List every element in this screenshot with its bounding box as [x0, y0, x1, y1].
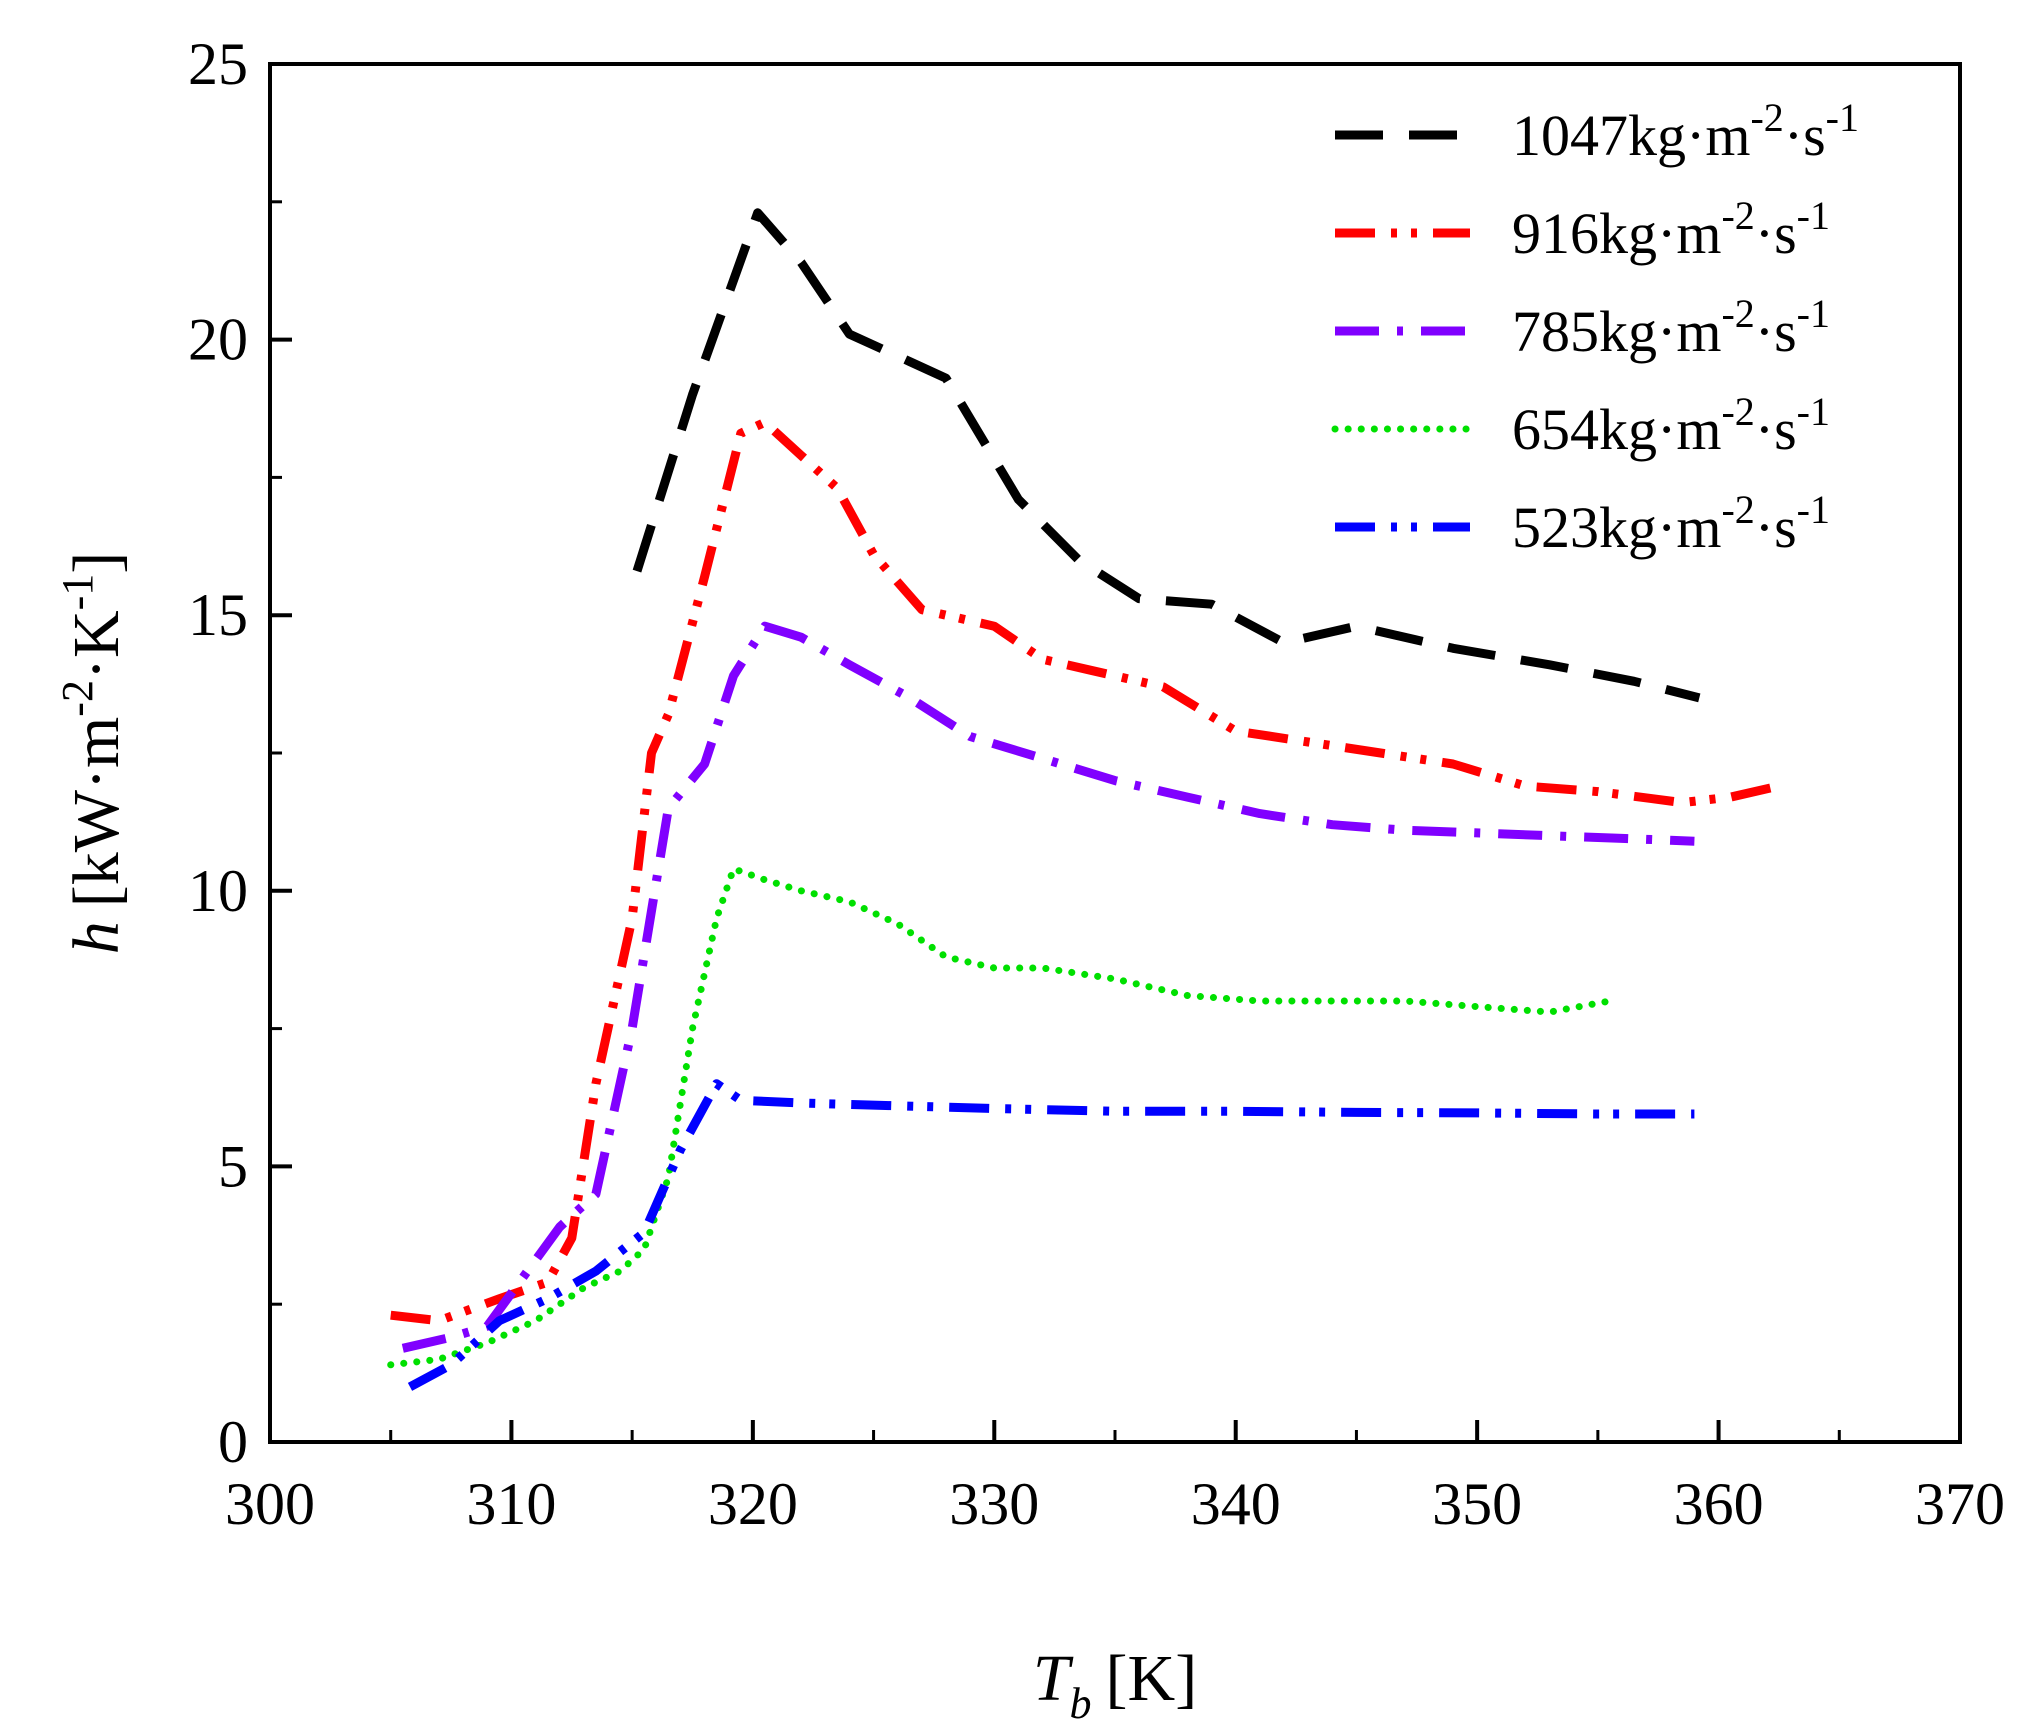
x-tick-label: 320: [708, 1471, 798, 1537]
legend: 1047kg·m-2·s-1 916kg·m-2·s-1 785kg·m-2·s-1…: [1331, 95, 1859, 560]
x-axis-label: Tb [K]: [1033, 1642, 1197, 1728]
series-line-916: [390, 417, 1780, 1326]
axis-tick-labels: 300 310 320 330 340 350 360 370 0 5 10 15 20 25: [188, 31, 2005, 1537]
legend-label-1047: 1047kg·m-2·s-1: [1512, 95, 1859, 168]
y-tick-label: 5: [218, 1133, 248, 1199]
y-tick-label: 0: [218, 1409, 248, 1475]
x-tick-label: 330: [949, 1471, 1039, 1537]
legend-label-654: 654kg·m-2·s-1: [1512, 389, 1830, 462]
x-tick-label: 340: [1191, 1471, 1281, 1537]
y-tick-label: 25: [188, 31, 248, 97]
series-line-523: [407, 1079, 1695, 1391]
series-line-654: [387, 865, 1614, 1369]
x-tick-label: 360: [1674, 1471, 1764, 1537]
x-tick-label: 370: [1915, 1471, 2005, 1537]
x-tick-label: 350: [1432, 1471, 1522, 1537]
series-line-785: [401, 621, 1695, 1353]
plot-frame: [268, 62, 1962, 1444]
legend-label-523: 523kg·m-2·s-1: [1512, 487, 1830, 560]
y-tick-label: 20: [188, 307, 248, 373]
x-tick-label: 310: [466, 1471, 556, 1537]
legend-label-785: 785kg·m-2·s-1: [1512, 291, 1830, 364]
series-group: [387, 208, 1780, 1391]
series-line-1047: [632, 208, 1701, 703]
x-tick-label: 300: [225, 1471, 315, 1537]
legend-label-916: 916kg·m-2·s-1: [1512, 193, 1830, 266]
y-tick-label: 10: [188, 858, 248, 924]
axis-ticks: [268, 62, 1962, 1444]
y-axis-label: h[kW·m-2·K-1]: [53, 552, 133, 955]
y-tick-label: 15: [188, 582, 248, 648]
